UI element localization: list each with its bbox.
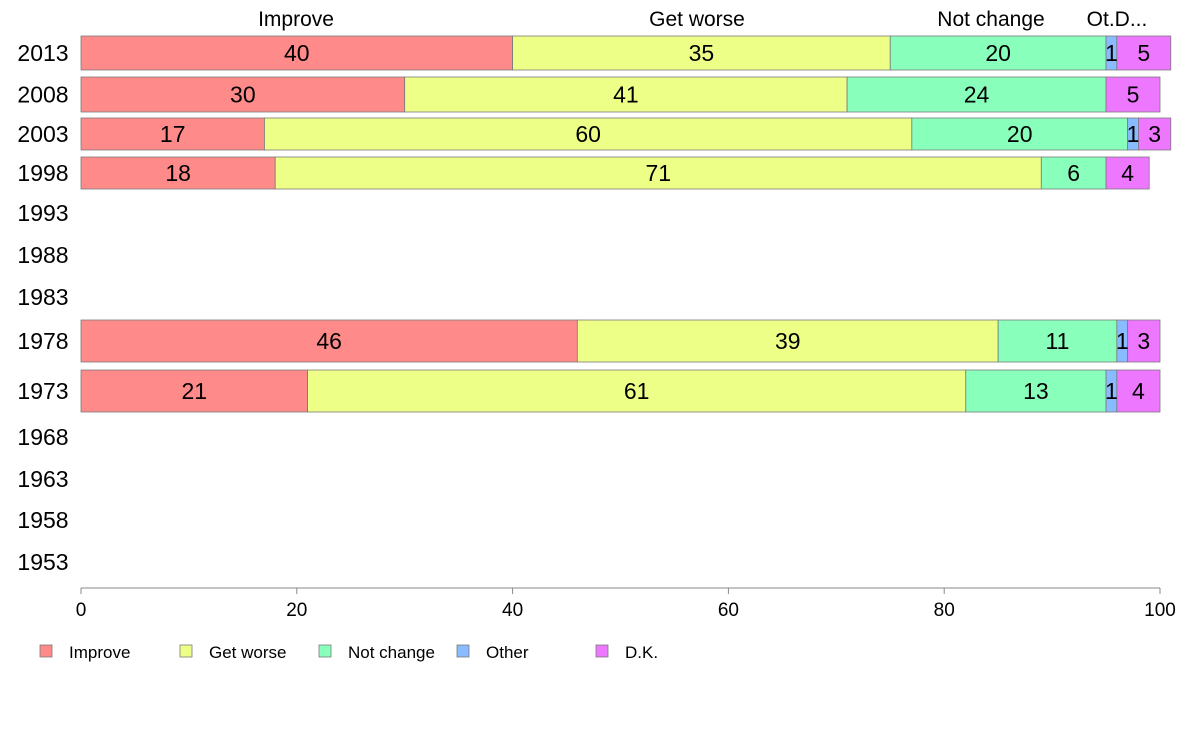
year-label-1963: 1963: [17, 466, 68, 492]
bar-label-1973-improve: 21: [181, 378, 207, 404]
bars-group: [80, 35, 1172, 413]
bar-segment-1998-improve: [80, 156, 276, 190]
bar-segment-2003-improve: [80, 117, 265, 151]
x-tick-label-60: 60: [718, 600, 739, 621]
bar-segment-1978-d-k: [1127, 319, 1161, 363]
bar-label-1998-d-k: 4: [1121, 160, 1134, 186]
x-tick-label-100: 100: [1144, 600, 1176, 621]
bar-segment-1978-get-worse: [576, 319, 999, 363]
legend-label-get-worse: Get worse: [209, 643, 286, 662]
legend-swatch-d-k: [595, 644, 609, 658]
bar-label-1998-improve: 18: [165, 160, 191, 186]
year-label-1983: 1983: [17, 284, 68, 310]
bar-label-1978-get-worse: 39: [775, 328, 801, 354]
bar-label-1973-get-worse: 61: [624, 378, 650, 404]
bar-label-2013-d-k: 5: [1137, 40, 1150, 66]
year-label-2003: 2003: [17, 121, 68, 147]
year-label-1988: 1988: [17, 242, 68, 268]
bar-segment-2013-improve: [80, 35, 514, 71]
bar-label-2008-not-change: 24: [964, 82, 990, 108]
year-label-1998: 1998: [17, 160, 68, 186]
bar-segment-1978-improve: [80, 319, 578, 363]
bar-label-2013-get-worse: 35: [689, 40, 715, 66]
bar-label-2008-improve: 30: [230, 82, 256, 108]
legend-swatch-improve: [39, 644, 53, 658]
legend-swatch-other: [456, 644, 470, 658]
legend-label-not-change: Not change: [348, 643, 435, 662]
legend-label-improve: Improve: [69, 643, 130, 662]
top-label-get-worse: Get worse: [649, 8, 745, 31]
bar-segment-2008-not-change: [846, 76, 1107, 113]
top-label-ot-d: Ot.D...: [1087, 8, 1148, 31]
legend-label-other: Other: [486, 643, 529, 662]
x-axis: 0 20 40 60 80 100: [76, 587, 1176, 621]
legend: Improve Get worse Not change Other D.K.: [39, 643, 658, 662]
x-tick-label-40: 40: [502, 600, 523, 621]
bar-label-1998-not-change: 6: [1067, 160, 1080, 186]
bar-segment-2008-d-k: [1105, 76, 1161, 113]
bar-segment-1973-improve: [80, 369, 308, 413]
bar-segment-1998-not-change: [1040, 156, 1107, 190]
year-label-1978: 1978: [17, 328, 68, 354]
bar-label-1978-other: 1: [1116, 328, 1129, 354]
year-label-1993: 1993: [17, 200, 68, 226]
bar-label-1978-not-change: 11: [1046, 328, 1070, 354]
top-category-labels: Improve Get worse Not change Ot.D...: [258, 8, 1147, 31]
bar-label-1978-d-k: 3: [1137, 328, 1150, 354]
year-axis-labels: 2013 2008 2003 1998 1993 1988 1983 1978 1973 1968…: [17, 40, 68, 575]
bar-segment-1978-not-change: [997, 319, 1118, 363]
legend-label-d-k: D.K.: [625, 643, 658, 662]
x-tick-label-0: 0: [76, 600, 87, 621]
bar-label-2003-get-worse: 60: [575, 121, 601, 147]
bar-label-2013-other: 1: [1105, 40, 1118, 66]
bar-label-2013-not-change: 20: [985, 40, 1011, 66]
bar-segment-1973-d-k: [1116, 369, 1161, 413]
bar-label-2003-other: 1: [1127, 121, 1140, 147]
bar-label-2003-not-change: 20: [1007, 121, 1033, 147]
year-label-1968: 1968: [17, 424, 68, 450]
x-tick-label-20: 20: [286, 600, 307, 621]
bar-segment-2008-improve: [80, 76, 406, 113]
x-tick-label-80: 80: [934, 600, 955, 621]
bar-segment-2003-get-worse: [264, 117, 913, 151]
year-label-2013: 2013: [17, 40, 68, 66]
bar-segment-2003-not-change: [911, 117, 1129, 151]
year-label-1973: 1973: [17, 378, 68, 404]
top-label-not-change: Not change: [937, 8, 1044, 31]
legend-swatch-not-change: [318, 644, 332, 658]
bar-label-1973-not-change: 13: [1023, 378, 1049, 404]
year-label-1958: 1958: [17, 507, 68, 533]
year-label-1953: 1953: [17, 549, 68, 575]
bar-segment-1973-not-change: [965, 369, 1107, 413]
bar-label-2003-improve: 17: [160, 121, 186, 147]
bar-segment-2008-get-worse: [404, 76, 848, 113]
bar-label-1973-other: 1: [1105, 378, 1118, 404]
bar-value-labels: 40 35 20 1 530 41 24 517 60 20 1 318 71 6 446 39 11 1 321 6…: [160, 40, 1161, 404]
bar-label-2003-d-k: 3: [1148, 121, 1161, 147]
bar-segment-2013-not-change: [889, 35, 1107, 71]
top-label-improve: Improve: [258, 8, 334, 31]
bar-segment-2003-d-k: [1138, 117, 1172, 151]
bar-label-2008-d-k: 5: [1127, 82, 1140, 108]
bar-segment-1998-d-k: [1105, 156, 1150, 190]
bar-label-1998-get-worse: 71: [645, 160, 671, 186]
bar-label-1973-d-k: 4: [1132, 378, 1145, 404]
bar-label-2008-get-worse: 41: [613, 82, 639, 108]
bar-segment-1998-get-worse: [274, 156, 1042, 190]
bar-label-1978-improve: 46: [316, 328, 342, 354]
bar-segment-2013-get-worse: [512, 35, 891, 71]
bar-segment-2013-d-k: [1116, 35, 1172, 71]
legend-swatch-get-worse: [179, 644, 193, 658]
bar-label-2013-improve: 40: [284, 40, 310, 66]
bar-segment-1973-get-worse: [307, 369, 967, 413]
year-label-2008: 2008: [17, 82, 68, 108]
